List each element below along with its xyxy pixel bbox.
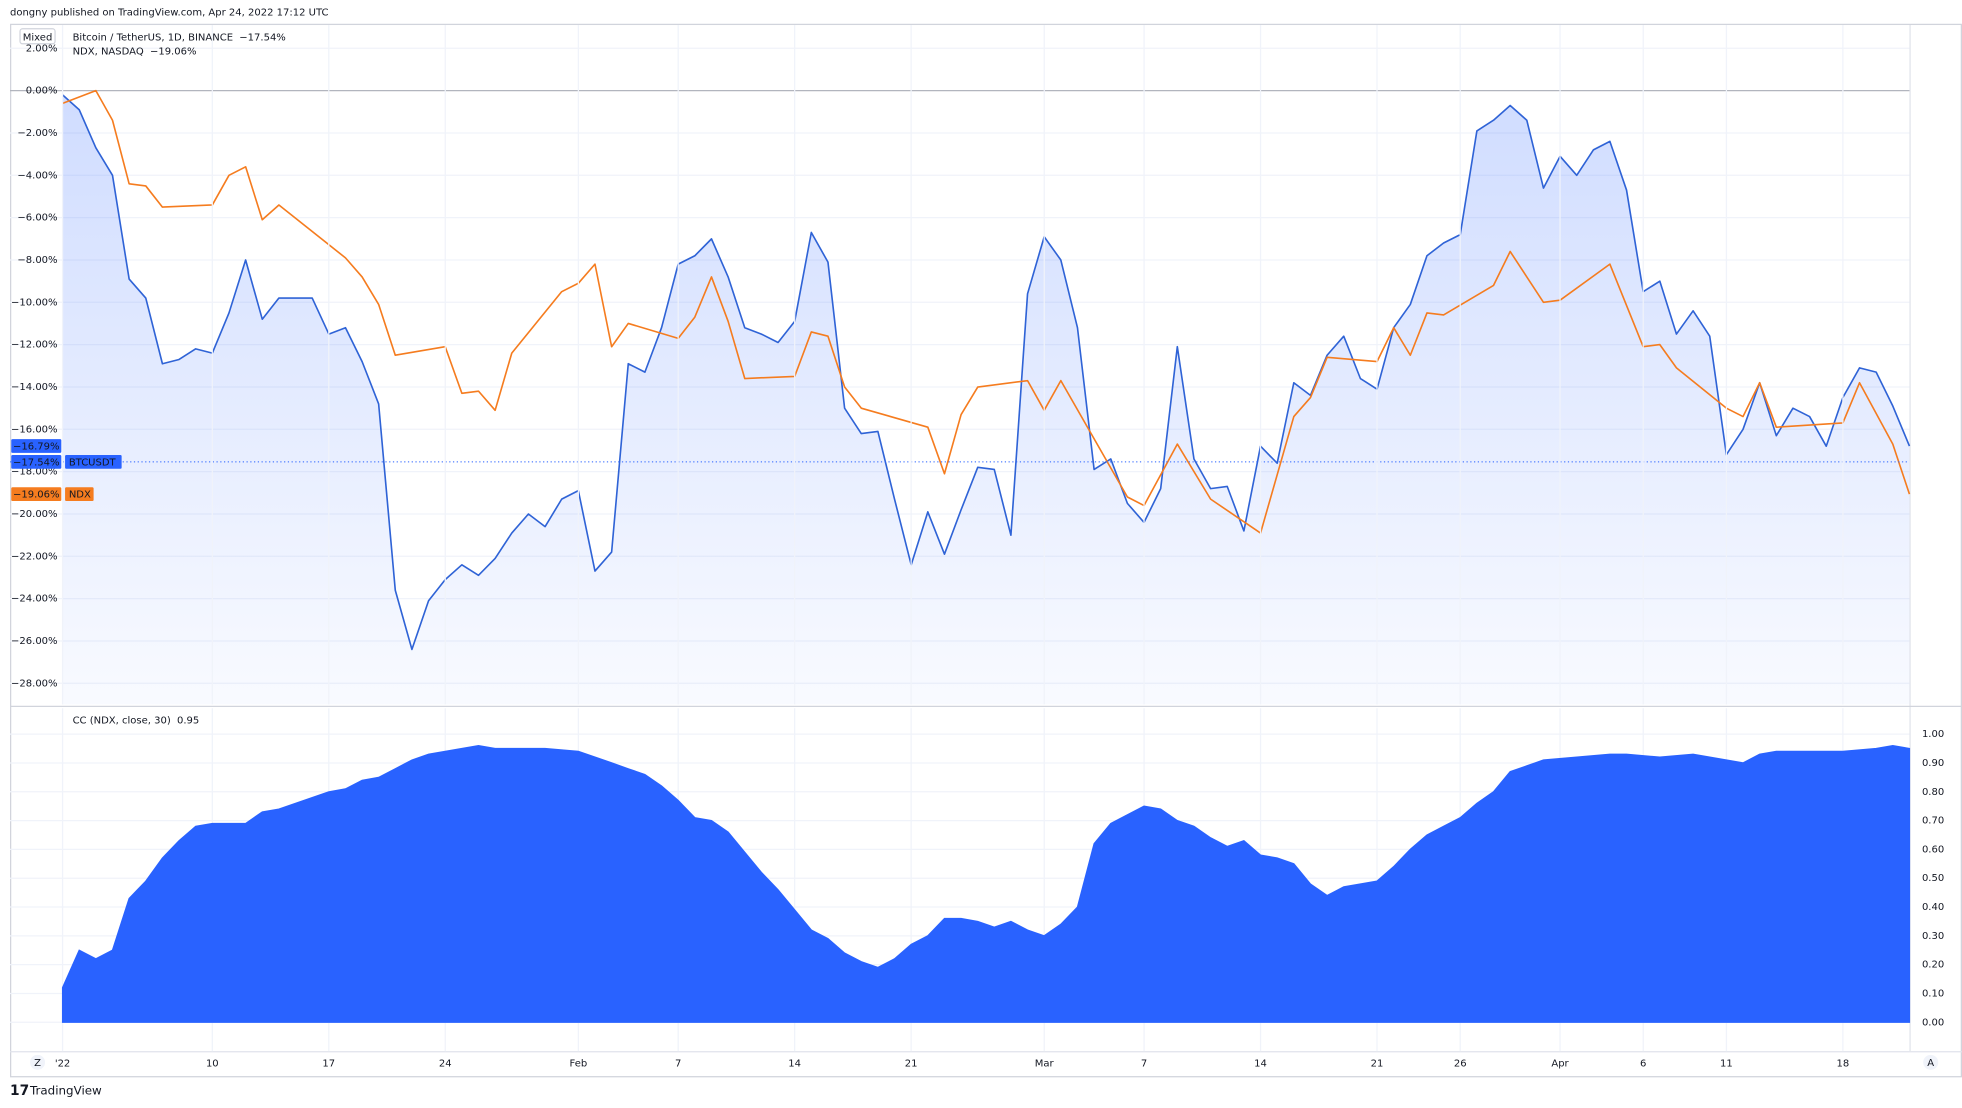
x-tick-label: 26	[1454, 1059, 1467, 1070]
area	[61, 744, 1911, 1023]
price-badge	[11, 455, 62, 469]
zoom-label[interactable]: Z	[34, 1058, 41, 1069]
y-tick-label: −2.00%	[17, 128, 57, 139]
footer-brand: TradingView	[29, 1084, 102, 1098]
series-badge	[65, 455, 122, 469]
series-badge-label: BTCUSDT	[69, 458, 117, 469]
auto-button[interactable]	[1923, 1054, 1939, 1070]
series-line	[62, 89, 1911, 534]
price-badge-label: −16.79%	[13, 442, 60, 453]
x-tick-label: 7	[675, 1059, 681, 1070]
x-tick-label: 6	[1640, 1059, 1646, 1070]
logo-mark: 17	[10, 1083, 29, 1099]
scale-mode-label[interactable]: Mixed	[23, 33, 53, 44]
y-tick-label: 0.80	[1922, 787, 1944, 798]
x-tick-label: 21	[905, 1059, 918, 1070]
series-badge-label: NDX	[69, 490, 91, 501]
y-tick-label: 0.60	[1922, 844, 1944, 855]
x-tick-label: 10	[206, 1059, 219, 1070]
y-tick-label: −10.00%	[11, 297, 58, 308]
y-tick-label: −14.00%	[11, 382, 58, 393]
x-tick-label: 14	[1254, 1059, 1267, 1070]
x-tick-label: 11	[1720, 1059, 1733, 1070]
y-tick-label: 0.70	[1922, 816, 1944, 827]
y-tick-label: 0.20	[1922, 960, 1944, 971]
y-tick-label: 0.90	[1922, 758, 1944, 769]
y-tick-label: −16.00%	[11, 424, 58, 435]
x-tick-label: 7	[1141, 1059, 1147, 1070]
plots: 2.00% 0.00% −2.00% −4.00% −6.00% −8.00% −10.00…	[10, 25, 1944, 1070]
x-tick-label: 17	[322, 1059, 335, 1070]
y-tick-label: −20.00%	[11, 509, 58, 520]
x-tick-label: Feb	[570, 1059, 588, 1070]
x-tick-label: 21	[1371, 1059, 1384, 1070]
frame	[10, 23, 1962, 1078]
x-tick-label: 14	[788, 1059, 801, 1070]
y-tick-label: 0.50	[1922, 873, 1944, 884]
y-tick-label: −26.00%	[11, 636, 58, 647]
legend-value: −19.06%	[150, 46, 197, 57]
y-tick-label: 0.00%	[26, 86, 58, 97]
legend-name: NDX, NASDAQ	[73, 46, 144, 57]
x-tick-label: 18	[1837, 1059, 1850, 1070]
y-tick-label: 0.00	[1922, 1017, 1944, 1028]
y-tick-label: −8.00%	[17, 255, 57, 266]
y-tick-label: 2.00%	[26, 43, 58, 54]
y-tick-label: 0.30	[1922, 931, 1944, 942]
published-note: dongny published on TradingView.com, Apr…	[10, 8, 328, 19]
y-tick-label: −28.00%	[11, 678, 58, 689]
legend-name: CC (NDX, close, 30)	[73, 716, 171, 727]
price-badge-label: −17.54%	[13, 458, 60, 469]
x-tick-label: '22	[55, 1059, 70, 1070]
x-tick-label: 24	[439, 1059, 452, 1070]
y-tick-label: −22.00%	[11, 551, 58, 562]
legend-name: Bitcoin / TetherUS, 1D, BINANCE	[73, 33, 233, 44]
x-tick-label: Apr	[1551, 1059, 1569, 1070]
y-tick-label: 0.40	[1922, 902, 1944, 913]
series-badge	[65, 487, 94, 501]
y-tick-label: −6.00%	[17, 213, 57, 224]
series-line	[62, 94, 1911, 651]
y-tick-label: 1.00	[1922, 729, 1944, 740]
auto-label[interactable]: A	[1927, 1058, 1934, 1069]
y-tick-label: −24.00%	[11, 594, 58, 605]
price-badge	[11, 487, 62, 501]
price-badge-label: −19.06%	[13, 490, 60, 501]
x-tick-label: Mar	[1035, 1059, 1055, 1070]
legend-value: 0.95	[177, 716, 199, 727]
legend-value: −17.54%	[239, 33, 286, 44]
price-badge	[11, 439, 62, 453]
zoom-button[interactable]	[30, 1054, 46, 1070]
y-tick-label: −4.00%	[17, 170, 57, 181]
y-tick-label: −18.00%	[11, 467, 58, 478]
y-tick-label: 0.10	[1922, 988, 1944, 999]
y-tick-label: −12.00%	[11, 340, 58, 351]
area-fill	[62, 94, 1910, 705]
scale-mode-button[interactable]	[19, 28, 56, 45]
